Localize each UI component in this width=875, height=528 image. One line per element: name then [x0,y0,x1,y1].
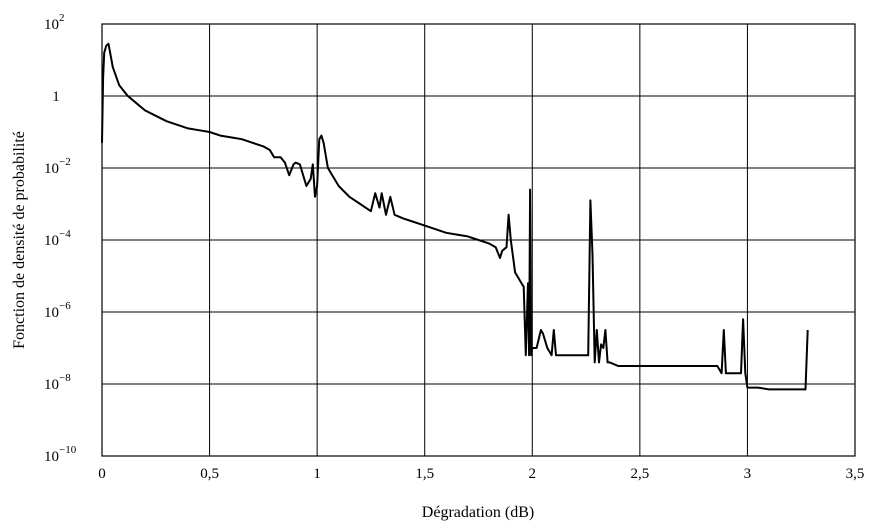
pdf-series-line [101,42,809,391]
x-tick-label: 2 [529,466,537,482]
x-tick-label: 0 [98,466,106,482]
y-tick-label: 102 [44,12,65,33]
x-tick-label: 3,5 [846,466,865,482]
y-tick-label: 10−4 [44,228,71,249]
x-tick-label: 3 [744,466,752,482]
y-tick-label: 10−6 [44,300,71,321]
y-tick-label: 10−10 [44,444,77,465]
y-tick-label: 10−2 [44,156,71,177]
x-tick-label: 2,5 [630,466,649,482]
x-tick-label: 0,5 [200,466,219,482]
x-tick-labels: 0 0,5 1 1,5 2 2,5 3 3,5 [98,466,864,482]
y-tick-labels: 10−10 10−8 10−6 10−4 10−2 1 102 [44,12,77,465]
y-axis-label: Fonction de densité de probabilité [11,131,28,349]
x-axis-label: Dégradation (dB) [422,504,534,521]
x-tick-label: 1,5 [415,466,434,482]
plot-frame [101,23,856,457]
x-tick-label: 1 [313,466,321,482]
y-tick-label: 10−8 [44,372,71,393]
y-tick-label: 1 [52,89,60,105]
